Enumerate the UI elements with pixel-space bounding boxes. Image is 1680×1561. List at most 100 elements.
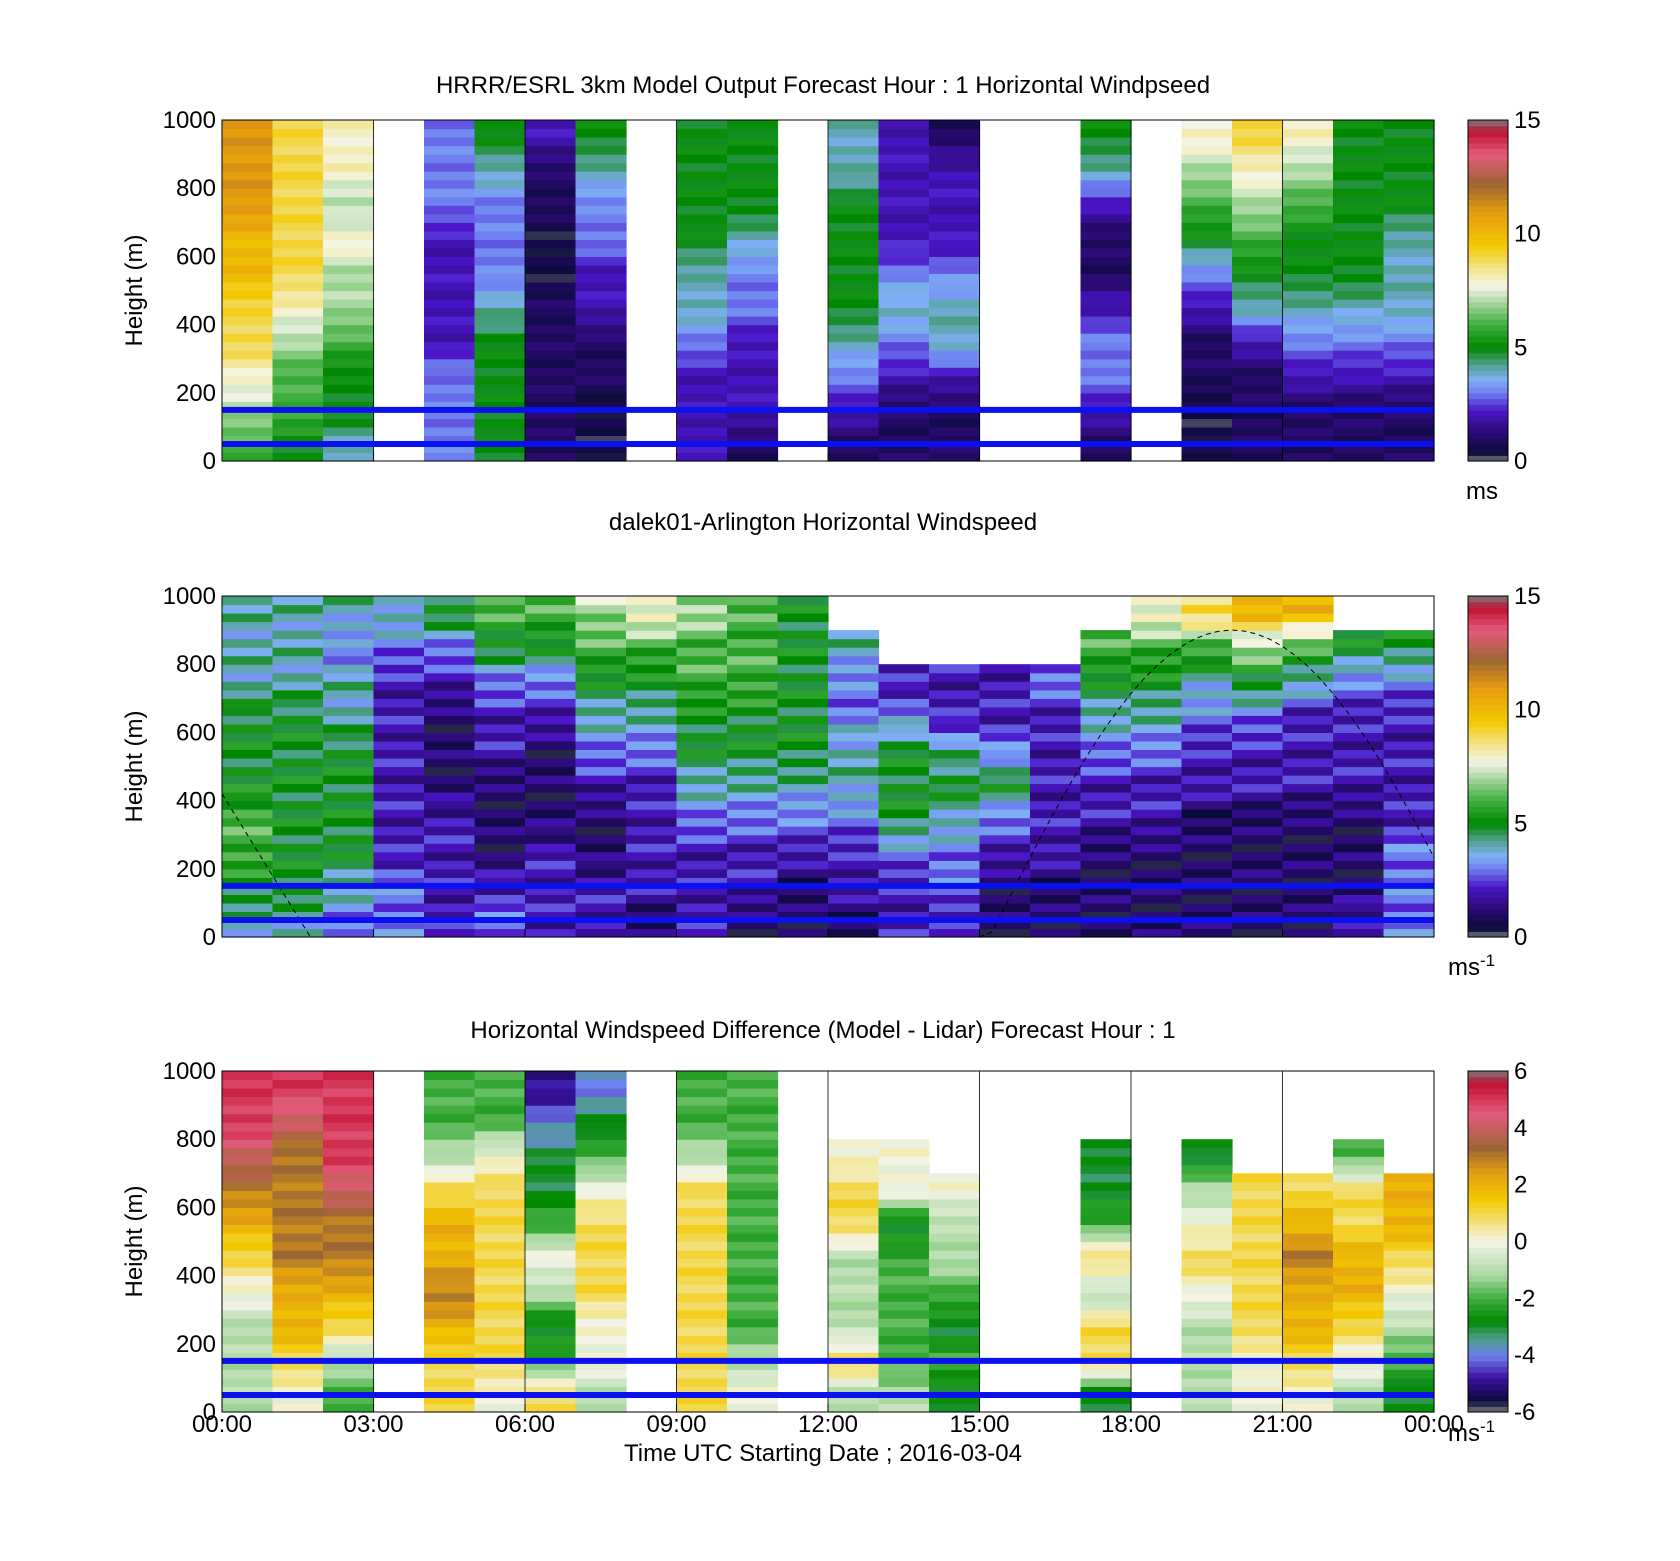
heatmap-cell	[828, 1369, 880, 1379]
heatmap-cell	[1181, 723, 1233, 733]
heatmap-cell	[676, 1352, 728, 1362]
y-axis-label: Height (m)	[121, 1185, 148, 1297]
heatmap-cell	[575, 604, 627, 614]
heatmap-cell	[828, 307, 880, 317]
heatmap-cell	[424, 1275, 476, 1285]
heatmap-cell	[626, 894, 678, 904]
heatmap-cell	[979, 877, 1031, 887]
colorbar-swatch	[1468, 1406, 1508, 1413]
heatmap-cell	[929, 350, 981, 360]
heatmap-cell	[1232, 418, 1284, 428]
y-tick-label: 1000	[163, 1058, 216, 1085]
heatmap-cell	[1232, 1335, 1284, 1345]
colorbar-swatch	[1468, 806, 1508, 813]
heatmap-cell	[323, 775, 375, 785]
heatmap-cell	[424, 723, 476, 733]
colorbar-swatch	[1468, 1230, 1508, 1237]
heatmap-cell	[424, 1386, 476, 1396]
heatmap-cell	[525, 1275, 577, 1285]
heatmap-cell	[1333, 698, 1385, 708]
heatmap-cell	[626, 902, 678, 912]
heatmap-cell	[373, 826, 425, 836]
colorbar-swatch	[1468, 914, 1508, 921]
heatmap-cell	[1080, 698, 1132, 708]
heatmap-cell	[828, 928, 880, 938]
colorbar-swatch	[1468, 681, 1508, 688]
heatmap-cell	[424, 1352, 476, 1362]
heatmap-cell	[979, 868, 1031, 878]
heatmap-cell	[929, 817, 981, 827]
heatmap-cell	[474, 775, 526, 785]
heatmap-cell	[373, 715, 425, 725]
heatmap-cell	[1282, 384, 1334, 394]
colorbar-tick-label: 0	[1514, 1229, 1527, 1256]
heatmap-cell	[1030, 689, 1082, 699]
heatmap-cell	[929, 920, 981, 930]
heatmap-cell	[424, 1377, 476, 1387]
heatmap-cell	[1080, 418, 1132, 428]
heatmap-cell	[1131, 800, 1183, 810]
heatmap-cell	[777, 732, 829, 742]
heatmap-cell	[929, 1181, 981, 1191]
colorbar-swatch	[1468, 330, 1508, 337]
heatmap-cell	[1232, 341, 1284, 351]
heatmap-cell	[525, 1181, 577, 1191]
heatmap-cell	[1383, 698, 1435, 708]
heatmap-cell	[1333, 1258, 1385, 1268]
heatmap-cell	[373, 638, 425, 648]
heatmap-cell	[1383, 1215, 1435, 1225]
heatmap-cell	[676, 1173, 728, 1183]
heatmap-cell	[323, 1233, 375, 1243]
heatmap-cell	[1080, 264, 1132, 274]
heatmap-cell	[272, 689, 324, 699]
heatmap-cell	[878, 681, 930, 691]
heatmap-cell	[727, 341, 779, 351]
heatmap-cell	[1333, 316, 1385, 326]
heatmap-cell	[323, 1326, 375, 1336]
heatmap-cell	[474, 273, 526, 283]
heatmap-cell	[878, 162, 930, 172]
heatmap-cell	[676, 1250, 728, 1260]
heatmap-cell	[424, 1292, 476, 1302]
heatmap-cell	[1080, 205, 1132, 215]
heatmap-cell	[929, 162, 981, 172]
heatmap-cell	[1080, 740, 1132, 750]
heatmap-cell	[1181, 358, 1233, 368]
heatmap-cell	[676, 834, 728, 844]
heatmap-cell	[1282, 1275, 1334, 1285]
heatmap-cell	[1030, 706, 1082, 716]
heatmap-cell	[1333, 1318, 1385, 1328]
heatmap-cell	[828, 316, 880, 326]
heatmap-cell	[424, 290, 476, 300]
heatmap-cell	[525, 452, 577, 462]
heatmap-cell	[525, 333, 577, 343]
heatmap-cell	[373, 894, 425, 904]
heatmap-cell	[1282, 290, 1334, 300]
heatmap-cell	[474, 299, 526, 309]
heatmap-cell	[272, 1181, 324, 1191]
heatmap-cell	[424, 1369, 476, 1379]
heatmap-cell	[777, 868, 829, 878]
heatmap-cell	[878, 282, 930, 292]
colorbar-swatch	[1468, 245, 1508, 252]
heatmap-cell	[525, 256, 577, 266]
heatmap-cell	[727, 596, 779, 606]
heatmap-cell	[777, 792, 829, 802]
heatmap-cell	[323, 851, 375, 861]
heatmap-cell	[676, 681, 728, 691]
heatmap-cell	[474, 213, 526, 223]
heatmap-cells	[222, 120, 1435, 462]
x-tick-label: 21:00	[1252, 1411, 1312, 1438]
heatmap-cell	[575, 843, 627, 853]
heatmap-cell	[1181, 1352, 1233, 1362]
heatmap-cell	[424, 621, 476, 631]
colorbar-swatch	[1468, 296, 1508, 303]
heatmap-cell	[272, 282, 324, 292]
heatmap-cell	[1282, 239, 1334, 249]
heatmap-cell	[929, 145, 981, 155]
heatmap-cell	[828, 341, 880, 351]
heatmap-cell	[424, 1096, 476, 1106]
heatmap-cell	[878, 1335, 930, 1345]
heatmap-cell	[474, 1164, 526, 1174]
heatmap-cell	[575, 1326, 627, 1336]
